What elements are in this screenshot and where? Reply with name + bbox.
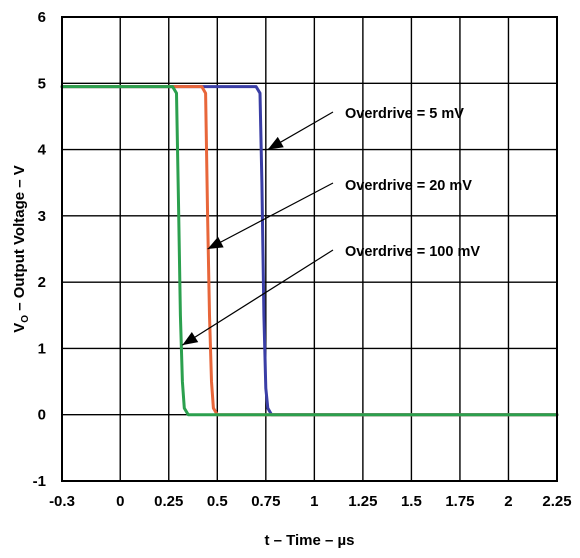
x-tick-label: 2	[504, 493, 512, 510]
x-axis-label: t – Time – µs	[264, 532, 354, 549]
x-tick-label: 2.25	[542, 493, 571, 510]
annotation-arrowhead-1	[267, 136, 284, 150]
x-tick-label: -0.3	[49, 493, 75, 510]
annotation-arrowhead-2	[207, 236, 224, 249]
plot-frame	[61, 16, 558, 482]
x-tick-label: 0.25	[154, 493, 183, 510]
y-axis-label-subscript: O	[20, 315, 31, 323]
annotation-arrowhead-3	[182, 332, 199, 346]
y-tick-label: 1	[38, 340, 46, 357]
x-tick-label: 1.5	[401, 493, 422, 510]
x-tick-label: 1.75	[445, 493, 474, 510]
series-line-2	[60, 85, 559, 417]
y-tick-labels: -1 0 1 2 3 4 5 6	[33, 9, 47, 490]
x-tick-label: 0.75	[251, 493, 280, 510]
y-tick-label: -1	[33, 473, 46, 490]
y-axis-label-main: V	[11, 323, 28, 333]
series-line-1	[60, 85, 559, 417]
annotation-label-2: Overdrive = 20 mV	[345, 178, 472, 194]
x-tick-labels: -0.3 0 0.25 0.5 0.75 1 1.25 1.5 1.75 2 2.25	[49, 493, 572, 510]
y-tick-label: 3	[38, 208, 46, 225]
y-axis-label-rest: – Output Voltage – V	[11, 165, 28, 315]
annotation-leader-2	[207, 182, 334, 250]
x-tick-label: 1.25	[348, 493, 377, 510]
annotation-label-3: Overdrive = 100 mV	[345, 244, 480, 260]
annotation-label-1: Overdrive = 5 mV	[345, 106, 464, 122]
annotation-leader-3	[182, 249, 334, 346]
x-tick-label: 1	[310, 493, 318, 510]
y-tick-label: 0	[38, 407, 46, 424]
x-tick-label: 0	[116, 493, 124, 510]
series-line-3	[60, 85, 559, 417]
y-tick-label: 5	[38, 75, 46, 92]
y-tick-label: 2	[38, 274, 46, 291]
series-layer	[60, 85, 559, 417]
y-tick-label: 6	[38, 9, 46, 26]
y-axis-label: VO – Output Voltage – V	[11, 165, 31, 333]
y-tick-label: 4	[38, 142, 47, 159]
annotation-layer: Overdrive = 5 mV Overdrive = 20 mV Overdri…	[182, 106, 480, 346]
x-tick-label: 0.5	[207, 493, 228, 510]
